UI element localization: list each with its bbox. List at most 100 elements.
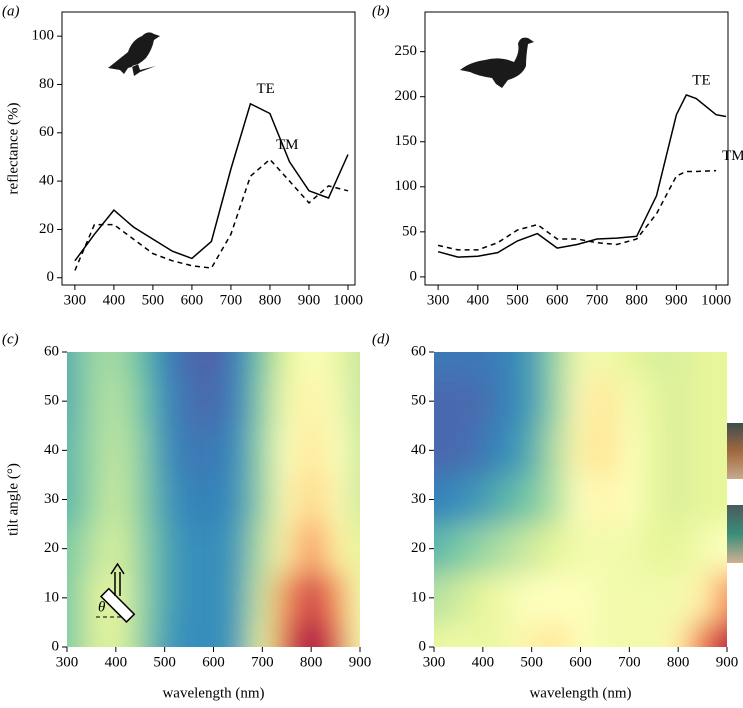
- x-tick-label: 700: [251, 654, 274, 670]
- heatmap-cell: [347, 352, 360, 378]
- heatmap-cell: [519, 474, 545, 525]
- x-tick-label: 300: [423, 654, 446, 670]
- heatmap-cell: [641, 352, 667, 378]
- heatmap-cell: [323, 573, 349, 623]
- heatmap-cell: [323, 352, 349, 378]
- heatmap-cell: [323, 524, 349, 574]
- heatmap-cell: [67, 425, 80, 476]
- heatmap-cell: [543, 524, 569, 574]
- x-tick-label: 400: [467, 292, 490, 308]
- heatmap-cell: [543, 573, 569, 623]
- y-tick-label: 250: [395, 43, 418, 59]
- heatmap-cell: [298, 524, 324, 574]
- x-tick-label: 400: [103, 292, 126, 308]
- x-tick-label: 600: [546, 292, 569, 308]
- heatmap-cell: [434, 622, 447, 647]
- heatmap-cell: [495, 573, 520, 623]
- heatmap-cell: [347, 622, 360, 647]
- heatmap-cell: [714, 622, 727, 647]
- y-tick-label: 100: [32, 28, 55, 44]
- heatmap-cell: [274, 425, 300, 476]
- heatmap-cell: [225, 474, 251, 525]
- heatmap-cell: [434, 524, 447, 574]
- heatmap-cell: [446, 474, 472, 525]
- y-tick-label: 20: [39, 221, 54, 237]
- heatmap-cell: [103, 622, 129, 647]
- heatmap-cell: [128, 524, 153, 574]
- panel-label: (d): [372, 331, 390, 347]
- heatmap-cell: [274, 376, 300, 427]
- heatmap-cell: [470, 524, 496, 574]
- heatmap-cell: [201, 622, 227, 647]
- heatmap-cell: [67, 573, 80, 623]
- y-axis-label: reflectance (%): [5, 102, 21, 194]
- x-tick-label: 700: [220, 292, 243, 308]
- heatmap-cell: [446, 622, 472, 647]
- heatmap-cell: [714, 573, 727, 623]
- x-tick-label: 500: [506, 292, 529, 308]
- heatmap-cell: [519, 622, 545, 647]
- heatmap-cell: [641, 425, 667, 476]
- y-tick-label: 50: [402, 223, 417, 239]
- heatmap-cell: [347, 474, 360, 525]
- x-tick-label: 1000: [701, 292, 731, 308]
- y-tick-label: 0: [52, 638, 60, 654]
- heatmap-cell: [201, 573, 227, 623]
- x-tick-label: 700: [618, 654, 641, 670]
- heatmap-cell: [617, 352, 643, 378]
- heatmap-cell: [347, 573, 360, 623]
- heatmap-cell: [434, 352, 447, 378]
- heatmap-cell: [274, 474, 300, 525]
- series-label: TE: [692, 72, 710, 88]
- y-tick-label: 0: [410, 268, 418, 284]
- y-tick-label: 200: [395, 88, 418, 104]
- y-axis-label: tilt angle (°): [5, 463, 21, 536]
- heatmap-cell: [152, 425, 178, 476]
- heatmap-cell: [347, 376, 360, 427]
- heatmap-cell: [274, 622, 300, 647]
- x-axis-label: wavelength (nm): [529, 685, 631, 701]
- heatmap-cell: [690, 425, 716, 476]
- x-tick-label: 800: [259, 292, 282, 308]
- heatmap-cell: [641, 573, 667, 623]
- heatmap-cell: [103, 425, 129, 476]
- heatmap-cells: [434, 352, 727, 647]
- heatmap-cell: [519, 425, 545, 476]
- heatmap-cell: [470, 352, 496, 378]
- x-tick-label: 500: [153, 654, 176, 670]
- heatmap-cell: [592, 376, 618, 427]
- heatmap-cell: [690, 622, 716, 647]
- heatmap-cell: [690, 376, 716, 427]
- heatmap-cell: [250, 474, 276, 525]
- heatmap-cell: [201, 425, 227, 476]
- heatmap-cell: [128, 622, 153, 647]
- heatmap-cells: [67, 352, 360, 647]
- heatmap-cell: [176, 573, 202, 623]
- x-tick-label: 500: [520, 654, 543, 670]
- heatmap-cell: [201, 352, 227, 378]
- heatmap-cell: [714, 524, 727, 574]
- heatmap-cell: [690, 352, 716, 378]
- heatmap-cell: [665, 425, 691, 476]
- heatmap-cell: [641, 622, 667, 647]
- y-tick-label: 60: [39, 124, 54, 140]
- heatmap-cell: [298, 425, 324, 476]
- heatmap-cell: [592, 622, 618, 647]
- heatmap-cell: [665, 573, 691, 623]
- heatmap-cell: [470, 376, 496, 427]
- heatmap-cell: [250, 622, 276, 647]
- heatmap-cell: [128, 352, 153, 378]
- heatmap-cell: [495, 425, 520, 476]
- x-tick-label: 800: [667, 654, 690, 670]
- y-tick-label: 40: [44, 442, 59, 458]
- heatmap-cell: [298, 474, 324, 525]
- heatmap-cell: [347, 425, 360, 476]
- heatmap-cell: [176, 474, 202, 525]
- heatmap-cell: [298, 573, 324, 623]
- heatmap-cell: [323, 425, 349, 476]
- heatmap-cell: [665, 474, 691, 525]
- y-tick-label: 50: [411, 393, 426, 409]
- heatmap-cell: [225, 622, 251, 647]
- heatmap-cell: [128, 474, 153, 525]
- heatmap-cell: [495, 622, 520, 647]
